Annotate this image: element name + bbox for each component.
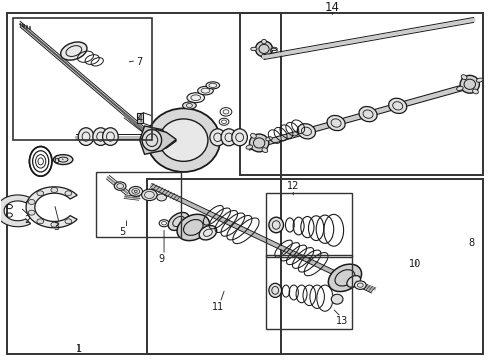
Ellipse shape bbox=[177, 214, 209, 240]
Ellipse shape bbox=[327, 264, 361, 292]
Ellipse shape bbox=[182, 102, 196, 109]
Text: 14: 14 bbox=[324, 1, 339, 14]
Circle shape bbox=[28, 210, 35, 215]
Ellipse shape bbox=[265, 137, 272, 141]
Polygon shape bbox=[140, 130, 176, 154]
Ellipse shape bbox=[221, 129, 236, 146]
Ellipse shape bbox=[388, 98, 406, 113]
Ellipse shape bbox=[250, 47, 257, 51]
Ellipse shape bbox=[475, 78, 482, 82]
Ellipse shape bbox=[459, 75, 478, 93]
Text: 4: 4 bbox=[136, 114, 142, 124]
Ellipse shape bbox=[209, 129, 225, 146]
Ellipse shape bbox=[262, 148, 267, 153]
Circle shape bbox=[65, 191, 72, 196]
Circle shape bbox=[354, 281, 366, 289]
Text: 7: 7 bbox=[136, 57, 142, 67]
Ellipse shape bbox=[261, 39, 266, 44]
Text: 9: 9 bbox=[158, 253, 164, 264]
Circle shape bbox=[114, 182, 126, 190]
Ellipse shape bbox=[231, 129, 247, 146]
Ellipse shape bbox=[245, 145, 252, 149]
Text: 6: 6 bbox=[54, 154, 60, 165]
Bar bbox=[13, 18, 152, 140]
Circle shape bbox=[142, 189, 157, 201]
Text: 12: 12 bbox=[286, 181, 299, 191]
Ellipse shape bbox=[456, 86, 462, 90]
Ellipse shape bbox=[268, 217, 283, 233]
Ellipse shape bbox=[199, 226, 216, 240]
Ellipse shape bbox=[147, 108, 220, 172]
Bar bbox=[147, 179, 483, 354]
Polygon shape bbox=[0, 195, 31, 227]
Text: 3: 3 bbox=[54, 222, 60, 232]
Ellipse shape bbox=[102, 128, 118, 145]
Ellipse shape bbox=[326, 116, 345, 131]
Ellipse shape bbox=[358, 107, 376, 122]
Ellipse shape bbox=[159, 119, 207, 161]
Text: 5: 5 bbox=[119, 227, 125, 237]
Circle shape bbox=[51, 188, 58, 193]
Circle shape bbox=[129, 186, 142, 196]
Ellipse shape bbox=[297, 124, 315, 139]
Ellipse shape bbox=[168, 212, 189, 230]
Ellipse shape bbox=[78, 128, 94, 145]
Ellipse shape bbox=[142, 130, 161, 151]
Ellipse shape bbox=[330, 294, 342, 304]
Ellipse shape bbox=[249, 134, 268, 152]
Ellipse shape bbox=[255, 41, 272, 57]
Text: 2: 2 bbox=[24, 215, 31, 225]
Bar bbox=[266, 193, 351, 257]
Ellipse shape bbox=[186, 93, 204, 103]
Polygon shape bbox=[140, 126, 176, 151]
Ellipse shape bbox=[270, 47, 277, 51]
Ellipse shape bbox=[268, 283, 281, 297]
Bar bbox=[239, 13, 483, 175]
Bar bbox=[266, 255, 351, 329]
Ellipse shape bbox=[197, 86, 213, 95]
Polygon shape bbox=[26, 187, 77, 228]
Circle shape bbox=[51, 222, 58, 227]
Text: 1: 1 bbox=[76, 344, 81, 354]
Ellipse shape bbox=[205, 82, 219, 89]
Ellipse shape bbox=[61, 42, 87, 60]
Ellipse shape bbox=[93, 128, 108, 145]
Ellipse shape bbox=[471, 89, 477, 94]
Text: 8: 8 bbox=[467, 238, 473, 248]
Ellipse shape bbox=[261, 54, 266, 59]
Bar bbox=[6, 13, 281, 354]
Circle shape bbox=[37, 219, 43, 224]
Text: 10: 10 bbox=[408, 259, 421, 269]
Ellipse shape bbox=[460, 75, 466, 80]
Circle shape bbox=[28, 199, 35, 204]
Ellipse shape bbox=[250, 134, 256, 138]
Circle shape bbox=[37, 191, 43, 196]
Text: 13: 13 bbox=[335, 316, 347, 326]
Circle shape bbox=[157, 194, 166, 201]
Ellipse shape bbox=[346, 276, 360, 287]
Ellipse shape bbox=[53, 155, 73, 165]
Circle shape bbox=[65, 219, 72, 224]
Text: 11: 11 bbox=[211, 302, 224, 312]
Bar bbox=[96, 172, 181, 237]
Polygon shape bbox=[137, 113, 143, 123]
